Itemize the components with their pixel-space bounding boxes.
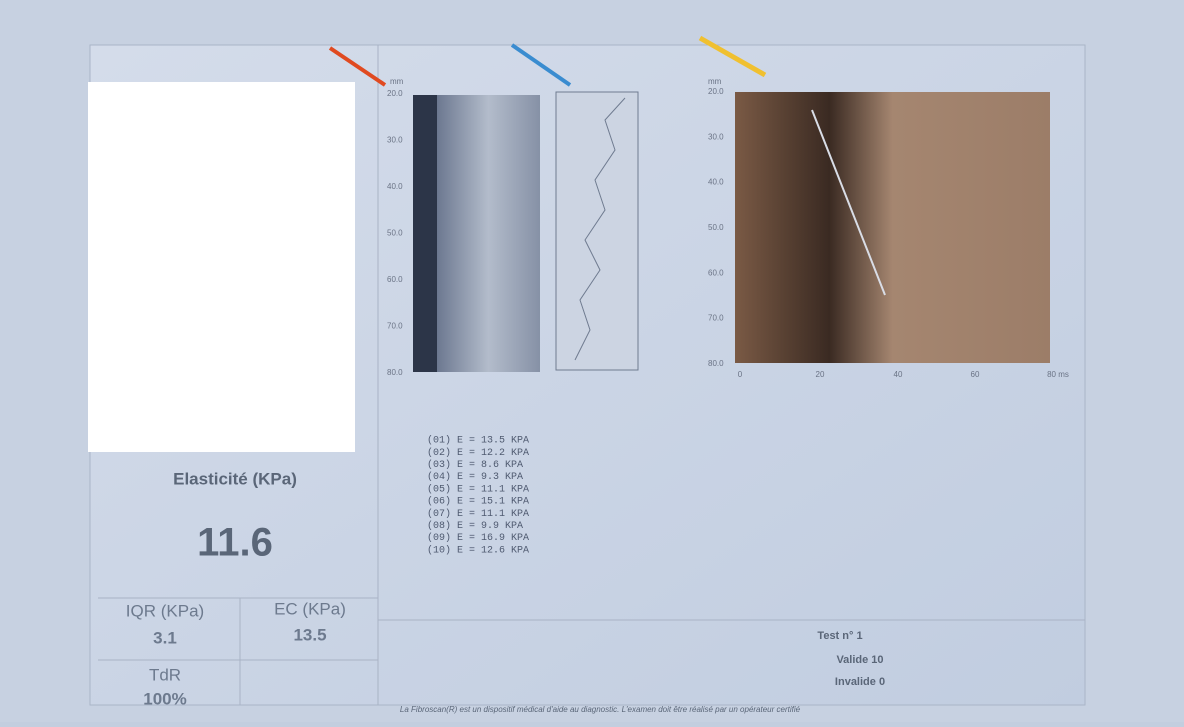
measurement: (01) E = 13.5 KPA [427,435,529,447]
axis-unit: mm [390,77,404,86]
x-tick-label: 80 ms [1047,370,1069,379]
measurement: (03) E = 8.6 KPA [427,459,523,471]
y-tick-label: 20.0 [708,87,724,96]
y-tick-label: 60.0 [387,275,403,284]
measurement: (09) E = 16.9 KPA [427,532,529,544]
y-tick-label: 30.0 [708,132,724,141]
y-tick-label: 40.0 [708,178,724,187]
elastogram-image [735,92,1050,363]
stat-label: EC (KPa) [274,599,346,618]
y-tick-label: 70.0 [387,322,403,331]
page: Elasticité (KPa) 11.6 IQR (KPa) 3.1 EC (… [0,0,1184,722]
y-tick-label: 40.0 [387,182,403,191]
y-tick-label: 70.0 [708,314,724,323]
report-photo: Elasticité (KPa) 11.6 IQR (KPa) 3.1 EC (… [0,0,1184,722]
mmode-image [437,95,540,372]
x-tick-label: 40 [894,370,903,379]
x-tick-label: 20 [816,370,825,379]
stat-label: IQR (KPa) [126,601,204,620]
elasticity-title: Elasticité (KPa) [173,469,297,488]
measurement: (05) E = 11.1 KPA [427,483,529,495]
measurement: (02) E = 12.2 KPA [427,447,529,459]
stat-value: 3.1 [153,628,177,647]
elasticity-value: 11.6 [197,521,273,565]
stat-value: 13.5 [293,625,326,644]
y-tick-label: 80.0 [387,368,403,377]
stat-value: 100% [143,689,186,708]
white-box [88,82,355,452]
stat-label: TdR [149,665,181,684]
y-tick-label: 50.0 [387,229,403,238]
invalid-count: Invalide 0 [835,676,885,688]
y-tick-label: 50.0 [708,223,724,232]
measurement: (07) E = 11.1 KPA [427,508,529,520]
measurement: (08) E = 9.9 KPA [427,520,523,532]
y-tick-label: 20.0 [387,89,403,98]
y-tick-label: 30.0 [387,136,403,145]
measurement: (06) E = 15.1 KPA [427,496,529,508]
measurement: (10) E = 12.6 KPA [427,544,529,556]
axis-unit: mm [708,77,722,86]
test-number: Test n° 1 [817,630,862,642]
measurement: (04) E = 9.3 KPA [427,471,523,483]
x-tick-label: 0 [738,370,743,379]
y-tick-label: 60.0 [708,268,724,277]
strain-box [556,92,638,370]
valid-count: Valide 10 [836,654,883,666]
mmode-image [413,95,437,372]
x-tick-label: 60 [971,370,980,379]
footer: La Fibroscan(R) est un dispositif médica… [400,705,801,714]
y-tick-label: 80.0 [708,359,724,368]
